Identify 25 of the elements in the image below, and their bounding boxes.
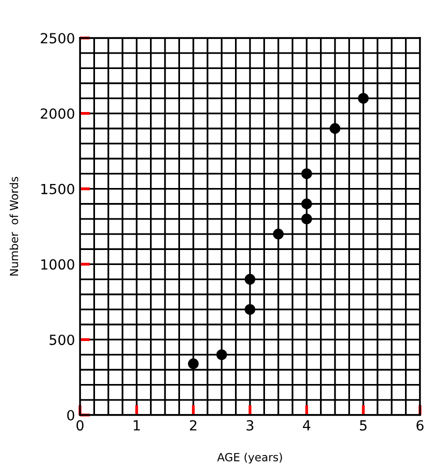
- x-tick-label: 3: [246, 420, 254, 431]
- point: [272, 228, 284, 240]
- point: [330, 123, 340, 134]
- x-axis-title: AGE (years): [217, 452, 282, 464]
- point: [301, 198, 312, 210]
- y-tick-label: 0: [67, 410, 74, 420]
- x-tick-label: 4: [302, 420, 310, 430]
- point: [216, 349, 228, 360]
- point: [301, 214, 312, 224]
- point: [358, 92, 369, 104]
- point: [301, 168, 312, 180]
- y-tick-label: 2500: [40, 32, 74, 44]
- x-tick-label: 1: [134, 420, 140, 430]
- y-tick-label: 500: [50, 334, 74, 346]
- x-tick-label: 2: [190, 420, 196, 430]
- x-tick-label: 6: [416, 420, 424, 431]
- x-tick-label: 0: [76, 420, 84, 431]
- point: [188, 358, 199, 370]
- y-axis-title: Number of Words: [10, 176, 18, 276]
- y-tick-label: 2000: [40, 108, 74, 119]
- y-tick-label: 1000: [41, 259, 74, 270]
- y-tick-label: 1500: [41, 184, 74, 194]
- point: [244, 274, 256, 285]
- point: [244, 304, 256, 315]
- x-tick-label: 5: [360, 420, 367, 431]
